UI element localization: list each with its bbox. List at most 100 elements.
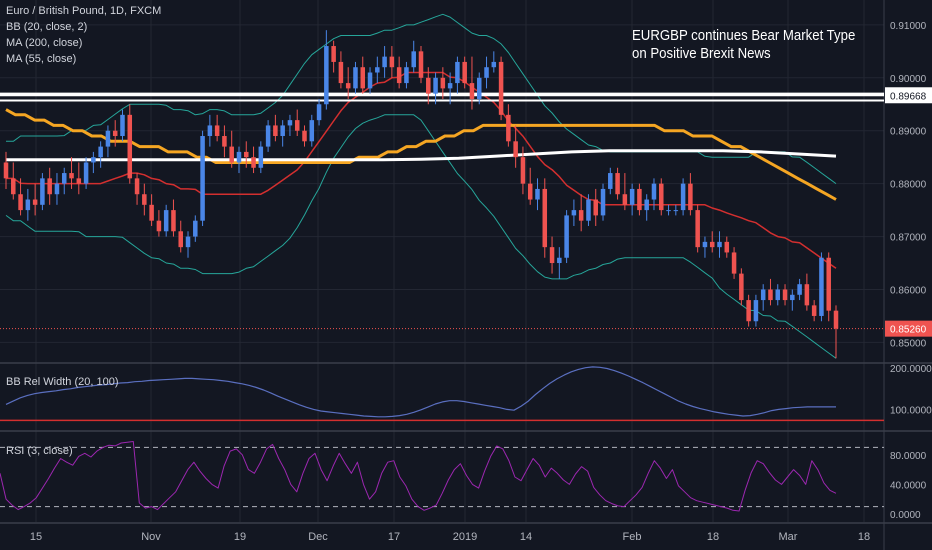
candle-body: [644, 199, 649, 211]
candle-body: [542, 188, 548, 248]
candle-body: [462, 61, 467, 84]
y-tick-label: 0.90000: [890, 74, 927, 85]
candle-body: [91, 157, 96, 163]
candle-body: [193, 220, 198, 237]
candle-body: [469, 83, 475, 99]
legend-ma55: MA (55, close): [6, 53, 77, 65]
x-tick-label: 18: [707, 531, 719, 543]
candle-body: [331, 46, 336, 62]
candle-body: [688, 183, 693, 211]
candle-body: [622, 194, 628, 205]
candle-body: [273, 125, 278, 137]
candle-body: [171, 210, 176, 232]
candle-body: [105, 130, 111, 147]
candle-body: [287, 120, 293, 126]
candle-body: [440, 77, 446, 89]
symbol-title: Euro / British Pound, 1D, FXCM: [6, 5, 162, 17]
candle-body: [535, 188, 540, 200]
candle-body: [163, 210, 169, 232]
candle-body: [40, 178, 45, 205]
candle-body: [673, 210, 679, 212]
last-price-label: 0.85260: [890, 325, 927, 336]
candle-body: [294, 120, 300, 131]
candle-body: [222, 136, 227, 147]
candle-body: [629, 188, 635, 205]
candle-body: [717, 241, 722, 248]
chart-annotation: EURGBP continues Bear Market Type on Pos…: [632, 27, 855, 63]
candle-body: [659, 183, 664, 211]
rsi-line: [0, 441, 837, 512]
candle-body: [178, 231, 183, 248]
x-tick-label: 18: [858, 531, 870, 543]
candle-body: [666, 210, 671, 212]
candle-body: [804, 284, 810, 306]
legend-bb: BB (20, close, 2): [6, 21, 88, 33]
candle-body: [353, 67, 358, 89]
candle-body: [724, 241, 730, 253]
x-tick-label: Mar: [779, 531, 798, 543]
candle-body: [680, 183, 686, 211]
candle-body: [112, 130, 118, 137]
x-tick-label: 15: [30, 531, 42, 543]
candle-body: [236, 151, 242, 163]
candle-body: [571, 210, 577, 216]
candle-body: [819, 257, 824, 316]
candle-body: [411, 51, 416, 68]
bbw-title: BB Rel Width (20, 100): [6, 376, 119, 388]
candle-body: [790, 294, 795, 301]
x-tick-label: Nov: [141, 531, 161, 543]
candle-body: [768, 289, 773, 301]
bbw-tick-label: 100.0000: [890, 405, 932, 416]
candle-body: [746, 300, 751, 322]
candle-body: [506, 114, 511, 142]
x-tick-label: 19: [234, 531, 246, 543]
candle-body: [775, 289, 781, 301]
candle-body: [302, 130, 307, 142]
candle-body: [32, 199, 38, 205]
candle-body: [375, 67, 380, 73]
candle-body: [447, 83, 453, 89]
candle-body: [61, 173, 67, 184]
rsi-tick-label: 0.0000: [890, 510, 921, 521]
y-tick-label: 0.87000: [890, 233, 927, 244]
candle-body: [731, 252, 737, 274]
candle-body: [316, 104, 322, 121]
candle-body: [76, 178, 82, 184]
bbw-line: [5, 366, 836, 418]
last-price-badge: [885, 320, 932, 337]
candle-body: [739, 273, 744, 301]
candle-body: [826, 257, 831, 311]
candle-body: [549, 247, 555, 264]
legend-ma200: MA (200, close): [6, 37, 83, 49]
candle-body: [593, 199, 598, 216]
rsi-title: RSI (3, close): [6, 445, 73, 457]
candle-body: [185, 236, 191, 248]
candle-body: [265, 125, 271, 147]
candle-body: [491, 61, 497, 68]
candle-body: [709, 241, 715, 248]
candle-body: [695, 210, 700, 248]
candle-body: [484, 67, 489, 78]
x-tick-label: 2019: [453, 531, 477, 543]
candle-body: [309, 120, 315, 142]
x-tick-label: 17: [388, 531, 400, 543]
candle-body: [476, 77, 482, 99]
candle-body: [586, 199, 591, 221]
candle-body: [54, 183, 60, 195]
candle-body: [3, 162, 9, 179]
candle-body: [47, 178, 52, 195]
candle-body: [637, 188, 642, 211]
candle-body: [426, 77, 431, 94]
candle-body: [557, 257, 562, 264]
candle-body: [127, 114, 133, 179]
candle-body: [527, 183, 533, 200]
candle-body: [134, 178, 140, 195]
candle-body: [251, 157, 256, 168]
ma200-line: [6, 149, 837, 162]
candle-body: [513, 141, 518, 158]
candle-body: [25, 199, 31, 211]
candle-body: [811, 305, 817, 316]
candle-body: [142, 194, 147, 205]
candle-body: [338, 61, 344, 84]
rsi-tick-label: 40.0000: [890, 480, 927, 491]
